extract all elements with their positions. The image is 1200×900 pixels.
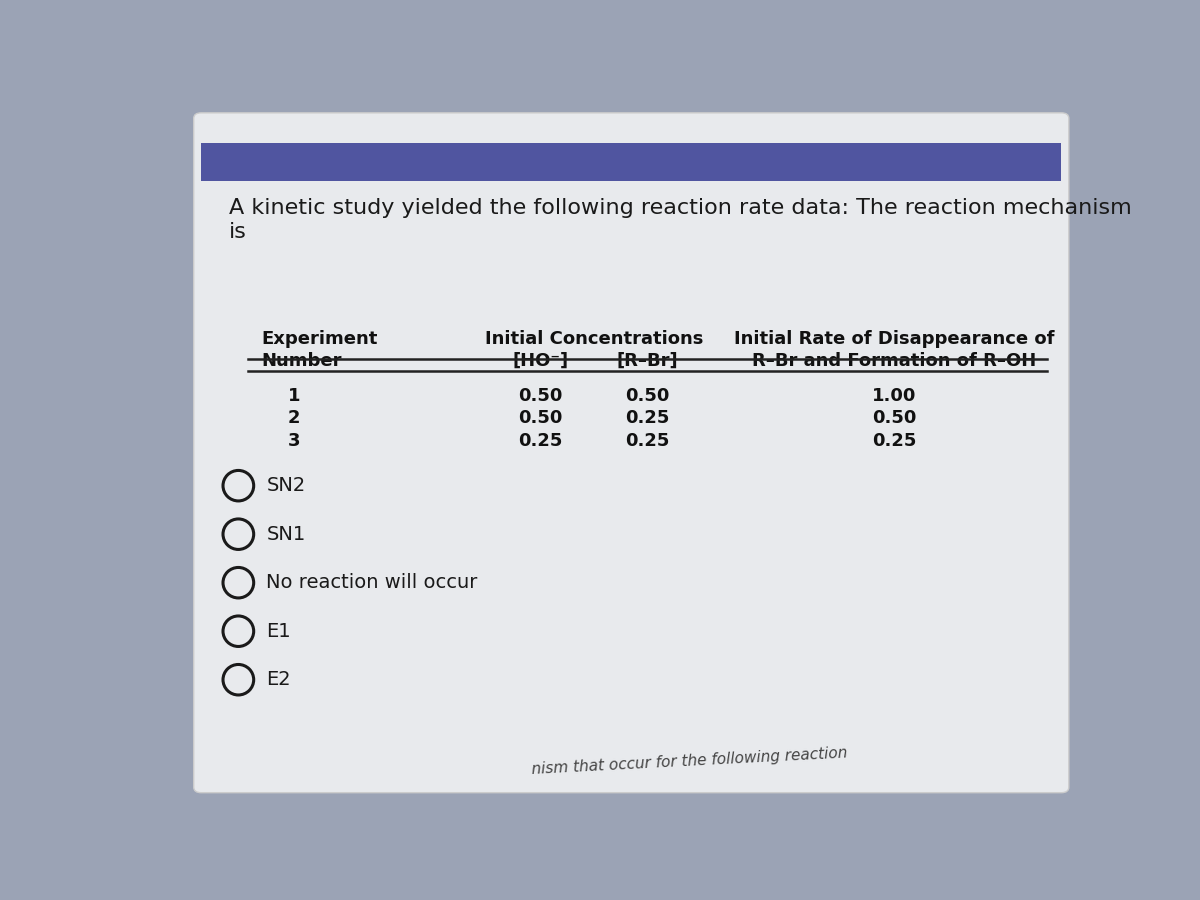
Text: [HO⁻]: [HO⁻] [512, 352, 569, 370]
Text: A kinetic study yielded the following reaction rate data: The reaction mechanism: A kinetic study yielded the following re… [229, 198, 1132, 218]
Text: Number: Number [262, 352, 342, 370]
Text: SN1: SN1 [266, 525, 306, 544]
Text: nism that occur for the following reaction: nism that occur for the following reacti… [532, 745, 847, 777]
Text: 0.50: 0.50 [872, 410, 916, 427]
Text: [R–Br]: [R–Br] [617, 352, 678, 370]
Text: 0.25: 0.25 [625, 432, 670, 450]
Text: E2: E2 [266, 670, 290, 689]
Text: 1.00: 1.00 [872, 387, 916, 405]
Text: 0.50: 0.50 [518, 387, 563, 405]
Text: Initial Rate of Disappearance of: Initial Rate of Disappearance of [733, 329, 1055, 347]
Text: is: is [229, 222, 247, 242]
FancyBboxPatch shape [193, 112, 1069, 793]
Bar [202, 142, 1062, 181]
Text: No reaction will occur: No reaction will occur [266, 573, 478, 592]
Text: R–Br and Formation of R–OH: R–Br and Formation of R–OH [752, 352, 1036, 370]
Text: SN2: SN2 [266, 476, 306, 495]
Text: 1: 1 [288, 387, 300, 405]
Text: 3: 3 [288, 432, 300, 450]
Text: 0.50: 0.50 [518, 410, 563, 427]
Text: 2: 2 [288, 410, 300, 427]
Text: Initial Concentrations: Initial Concentrations [485, 329, 703, 347]
Text: Experiment: Experiment [262, 329, 378, 347]
Text: E1: E1 [266, 622, 290, 641]
Text: 0.25: 0.25 [872, 432, 916, 450]
Text: 0.25: 0.25 [518, 432, 563, 450]
Text: 0.50: 0.50 [625, 387, 670, 405]
Text: 0.25: 0.25 [625, 410, 670, 427]
